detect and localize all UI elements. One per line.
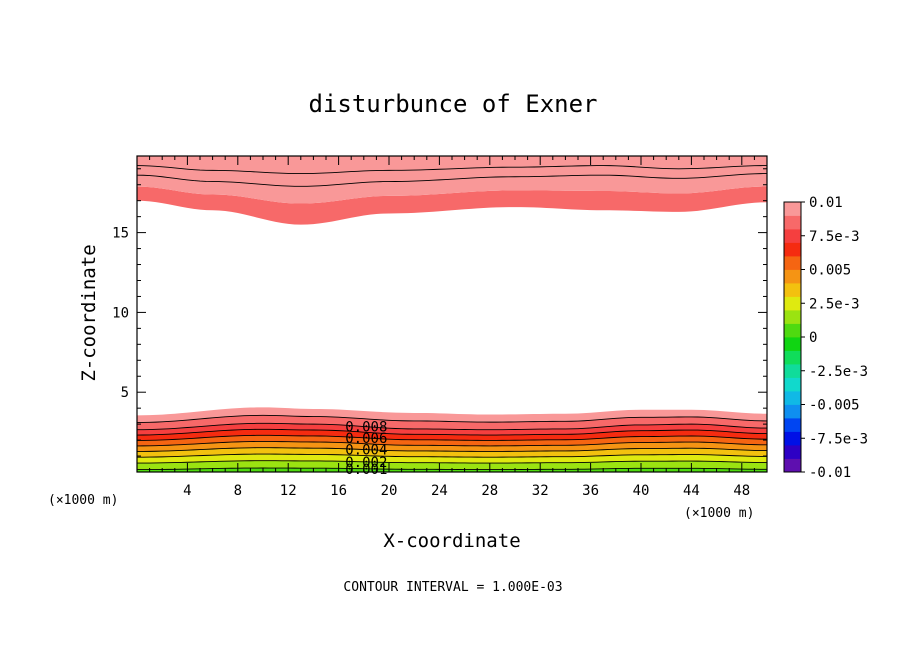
colorbar-swatch — [784, 418, 801, 432]
contour-line — [136, 453, 768, 458]
x-tick-label: 8 — [234, 483, 242, 499]
colorbar-label: 7.5e-3 — [809, 229, 860, 245]
contour-label: 0.002 — [345, 455, 387, 471]
colorbar-swatch — [784, 202, 801, 216]
contour-band-bottom — [137, 447, 767, 458]
colorbar-swatch — [784, 242, 801, 257]
colorbar-swatch — [784, 404, 801, 419]
contour-line — [136, 414, 768, 423]
colorbar-swatch — [784, 364, 801, 378]
colorbar-label: -0.005 — [809, 398, 860, 414]
x-tick-label: 32 — [532, 483, 549, 499]
contour-label: 0.004 — [345, 443, 387, 459]
x-tick-label: 4 — [183, 483, 191, 499]
contour-band-bottom — [137, 460, 767, 470]
contour-band-top — [137, 173, 767, 204]
x-tick-label: 44 — [683, 483, 700, 499]
contour-band-top — [137, 156, 767, 174]
colorbar-swatch — [784, 391, 801, 405]
contour-interval-note: CONTOUR INTERVAL = 1.000E-03 — [343, 580, 562, 595]
colorbar-label: 0 — [809, 330, 817, 346]
y-axis-label: Z-coordinate — [78, 244, 100, 381]
contour-line — [136, 165, 768, 175]
colorbar-swatch — [784, 310, 801, 324]
x-tick-label: 48 — [733, 483, 750, 499]
colorbar: 0.01 7.5e-3 0.005 2.5e-3 0 -2.5e-3 -0.005 -7.5e… — [783, 195, 868, 481]
colorbar-label: 2.5e-3 — [809, 296, 860, 312]
colorbar-swatch — [784, 445, 801, 459]
colorbar-swatch — [784, 323, 801, 338]
x-tick-label: 16 — [330, 483, 347, 499]
colorbar-label: 0.01 — [809, 195, 843, 211]
x-tick-label: 12 — [280, 483, 297, 499]
colorbar-swatch — [784, 215, 801, 230]
contour-label: 0.008 — [345, 420, 387, 436]
x-tick-label: 24 — [431, 483, 448, 499]
colorbar-swatch — [784, 229, 801, 243]
colorbar-label: -7.5e-3 — [809, 431, 868, 447]
contour-line — [136, 428, 768, 436]
contour-label: 0.006 — [345, 431, 387, 447]
contour-band-top — [137, 165, 767, 187]
chart-title: disturbunce of Exner — [309, 90, 598, 118]
contour-line — [136, 422, 768, 431]
x-tick-label: 28 — [481, 483, 498, 499]
colorbar-label: -0.01 — [809, 465, 851, 481]
y-tick-label: 5 — [121, 385, 129, 401]
contour-line — [136, 434, 768, 441]
contour-label: 0.001 — [345, 462, 387, 478]
colorbar-swatch — [784, 256, 801, 270]
colorbar-swatch — [784, 283, 801, 297]
colorbar-swatch — [784, 458, 801, 473]
colorbar-swatch — [784, 350, 801, 365]
colorbar-swatch — [784, 337, 801, 351]
x-tick-label: 20 — [381, 483, 398, 499]
x-axis-label: X-coordinate — [383, 530, 520, 552]
contour-band-bottom — [137, 423, 767, 436]
contour-line — [136, 447, 768, 452]
colorbar-swatch — [784, 431, 801, 446]
x-unit-left: (×1000 m) — [48, 493, 118, 508]
contour-band-top — [137, 186, 767, 225]
colorbar-swatch — [784, 377, 801, 392]
colorbar-swatch — [784, 296, 801, 311]
y-tick-label: 15 — [112, 226, 129, 242]
colorbar-label: 0.005 — [809, 263, 851, 279]
colorbar-swatch — [784, 269, 801, 284]
contour-line — [136, 460, 768, 464]
x-tick-label: 36 — [582, 483, 599, 499]
colorbar-label: -2.5e-3 — [809, 364, 868, 380]
contour-line — [136, 173, 768, 187]
contour-line — [136, 441, 768, 447]
x-unit-right: (×1000 m) — [684, 506, 754, 521]
x-tick-label: 40 — [633, 483, 650, 499]
y-tick-label: 10 — [112, 305, 129, 321]
